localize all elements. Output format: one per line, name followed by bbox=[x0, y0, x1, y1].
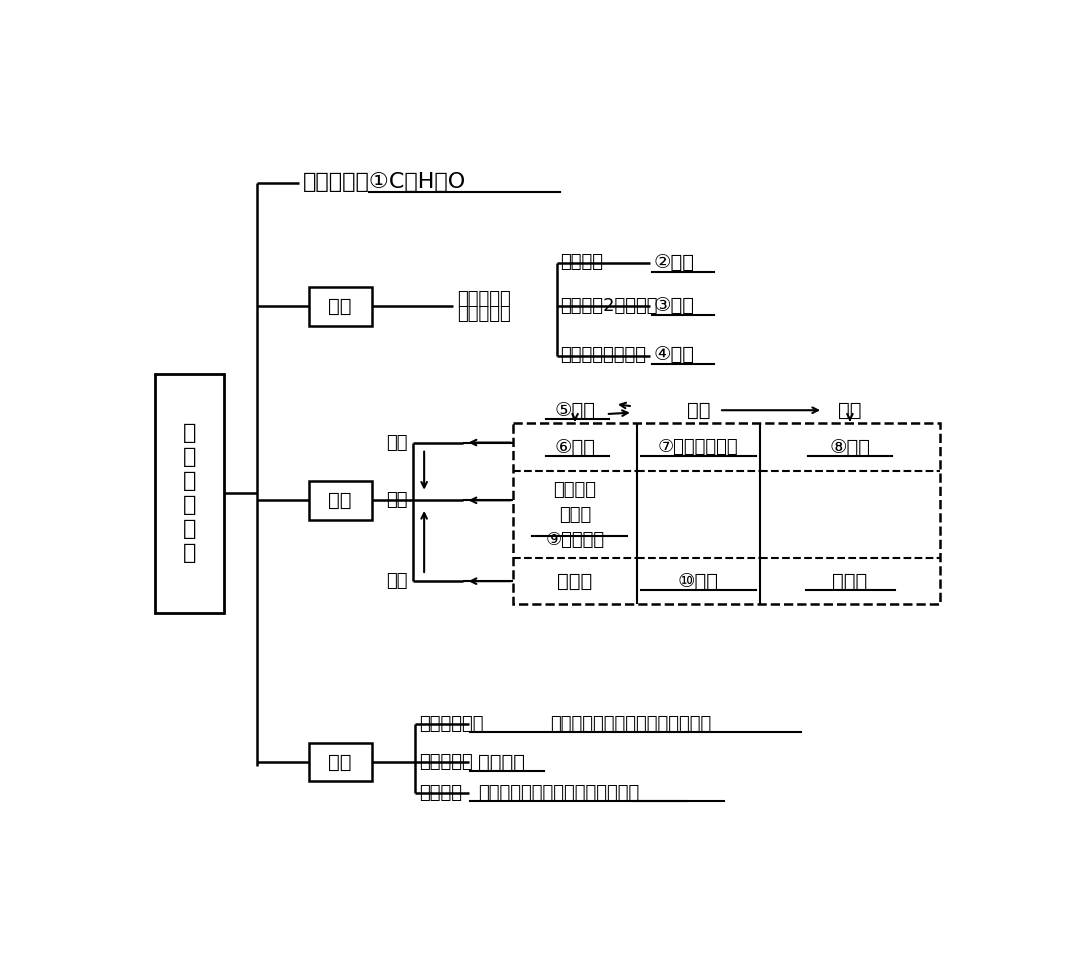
Text: 分布: 分布 bbox=[328, 491, 352, 510]
Text: ⑬纤维素: ⑬纤维素 bbox=[478, 752, 525, 772]
Text: 构成细胞壁: 构成细胞壁 bbox=[419, 753, 473, 771]
Text: 多糖: 多糖 bbox=[838, 401, 862, 420]
Text: 共有: 共有 bbox=[386, 491, 407, 509]
Text: 不能水解: 不能水解 bbox=[561, 254, 604, 271]
Text: 据是否水解: 据是否水解 bbox=[457, 289, 511, 308]
Text: 及水解产物: 及水解产物 bbox=[457, 305, 511, 323]
Text: ⑤单糖: ⑤单糖 bbox=[554, 401, 595, 420]
Text: 植物: 植物 bbox=[386, 433, 407, 452]
Bar bbox=[309, 481, 372, 520]
Text: ⑥果糖: ⑥果糖 bbox=[554, 437, 595, 456]
Text: ③二糖: ③二糖 bbox=[653, 296, 694, 315]
Text: 可水解为2分子单糖: 可水解为2分子单糖 bbox=[561, 297, 658, 314]
Text: ⑪糖原: ⑪糖原 bbox=[833, 572, 867, 591]
Bar bbox=[154, 374, 224, 613]
Text: 二糖: 二糖 bbox=[687, 401, 710, 420]
Text: 动物: 动物 bbox=[386, 572, 407, 590]
Text: 构成细胞结构: 构成细胞结构 bbox=[419, 715, 483, 732]
Text: ⑧淀粉: ⑧淀粉 bbox=[829, 437, 870, 456]
Text: 种类: 种类 bbox=[328, 297, 352, 316]
Bar bbox=[309, 743, 372, 781]
Text: 可水解为多个单糖: 可水解为多个单糖 bbox=[561, 346, 647, 364]
Bar bbox=[513, 423, 940, 604]
Text: 糖蛋白、糖脂、核糖、⑫脱氧核糖: 糖蛋白、糖脂、核糖、⑫脱氧核糖 bbox=[550, 715, 711, 732]
Text: 储存能量: 储存能量 bbox=[419, 784, 462, 801]
Text: ④多糖: ④多糖 bbox=[653, 345, 694, 364]
Text: 元素组成：①C、H、O: 元素组成：①C、H、O bbox=[303, 172, 467, 191]
Text: 半乳糖: 半乳糖 bbox=[557, 572, 593, 591]
Text: ⑩乳糖: ⑩乳糖 bbox=[678, 572, 719, 591]
Text: ②单糖: ②单糖 bbox=[653, 253, 694, 272]
Bar bbox=[309, 287, 372, 326]
Text: ⑦蔗糖、麦芽糖: ⑦蔗糖、麦芽糖 bbox=[658, 438, 739, 456]
Text: 功能: 功能 bbox=[328, 752, 352, 772]
Text: 细
胞
中
的
糖
类: 细 胞 中 的 糖 类 bbox=[183, 424, 195, 563]
Text: 葡萄糖、
核糖、
⑨脱氧核糖: 葡萄糖、 核糖、 ⑨脱氧核糖 bbox=[545, 480, 605, 549]
Text: ⑭淀粉（植物）、⑮糖原（动物）: ⑭淀粉（植物）、⑮糖原（动物） bbox=[478, 784, 639, 801]
